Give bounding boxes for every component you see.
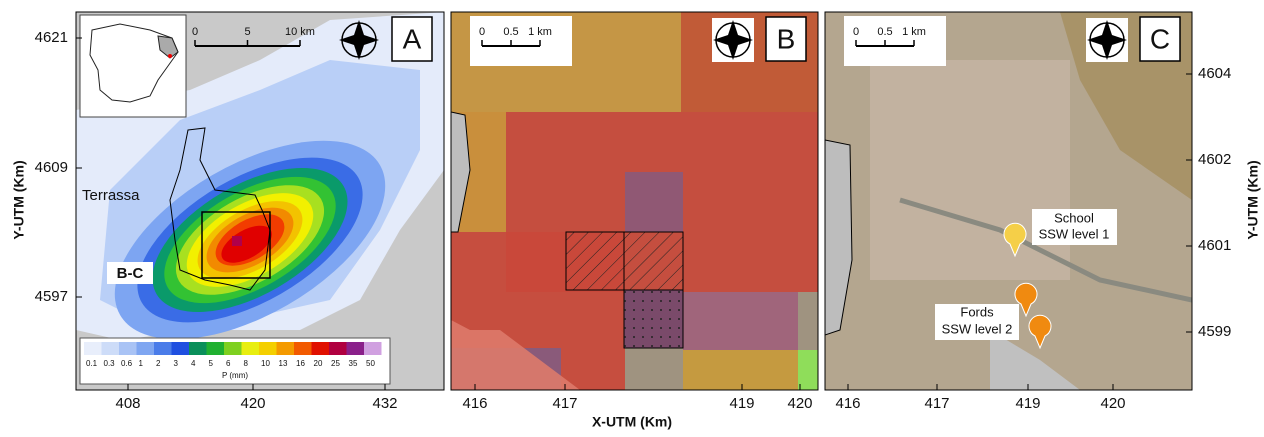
y-axis-label: Y-UTM (Km) [1245, 160, 1261, 239]
colorbar-label: 0.3 [104, 359, 116, 368]
scale-label: 5 [244, 26, 250, 38]
x-tick-label: 419 [729, 395, 754, 412]
x-tick-label: 408 [115, 395, 140, 412]
x-tick-label: 420 [240, 395, 265, 412]
colorbar-swatch [259, 342, 277, 355]
colorbar-label: 50 [366, 359, 375, 368]
panel-letter: B [777, 23, 796, 54]
scale-label: 0 [192, 26, 198, 38]
colorbar-label: 8 [244, 359, 249, 368]
y-tick-label: 4602 [1198, 151, 1231, 168]
y-tick-label: 4609 [35, 159, 68, 176]
colorbar-swatch [224, 342, 242, 355]
colorbar-swatch [137, 342, 155, 355]
colorbar-swatch [277, 342, 295, 355]
colorbar-label: 0.1 [86, 359, 98, 368]
scale-label: 0 [479, 26, 485, 38]
colorbar-label: 1 [139, 359, 144, 368]
colorbar-label: 5 [209, 359, 214, 368]
colorbar-swatch [312, 342, 330, 355]
poi-label: SSW level 2 [942, 321, 1013, 336]
colorbar-label: 2 [156, 359, 161, 368]
colorbar-swatch [364, 342, 382, 355]
colorbar-label: 6 [226, 359, 231, 368]
page: {"axis_labels": {"x": "X-UTM (Km)", "y_l… [0, 0, 1264, 432]
scale-label: 10 km [285, 26, 315, 38]
panel-b-map [451, 12, 818, 392]
colorbar-swatch [172, 342, 190, 355]
place-label: Terrassa [82, 187, 140, 204]
poi-label: SSW level 1 [1039, 226, 1110, 241]
colorbar-label: 16 [296, 359, 305, 368]
x-tick-label: 420 [1100, 395, 1125, 412]
colorbar-swatch [207, 342, 225, 355]
y-tick-label: 4621 [35, 29, 68, 46]
colorbar-swatch [189, 342, 207, 355]
colorbar-label: 35 [349, 359, 358, 368]
x-tick-label: 416 [835, 395, 860, 412]
colorbar-swatch [119, 342, 137, 355]
y-tick-label: 4597 [35, 288, 68, 305]
colorbar-label: 25 [331, 359, 340, 368]
colorbar-label: 3 [174, 359, 179, 368]
panel-letter: A [403, 23, 422, 54]
colorbar-label: 10 [261, 359, 270, 368]
colorbar-label: 13 [279, 359, 288, 368]
scale-label: 1 km [528, 26, 552, 38]
colorbar-swatch [329, 342, 347, 355]
x-tick-label: 417 [924, 395, 949, 412]
place-label: B-C [117, 265, 144, 282]
panel-letter: C [1150, 23, 1170, 54]
y-tick-label: 4601 [1198, 237, 1231, 254]
scale-label: 0.5 [877, 26, 892, 38]
x-tick-label: 417 [552, 395, 577, 412]
y-axis-label: Y-UTM (Km) [11, 160, 27, 239]
colorbar-swatch [294, 342, 312, 355]
poi-label: Fords [960, 304, 994, 319]
colorbar-swatch [84, 342, 102, 355]
scale-label: 1 km [902, 26, 926, 38]
scale-label: 0 [853, 26, 859, 38]
figure: 0.10.30.6123456810131620253550 P (mm) Te… [0, 0, 1264, 432]
x-tick-label: 420 [787, 395, 812, 412]
x-axis-label: X-UTM (Km) [592, 414, 672, 430]
x-tick-label: 416 [462, 395, 487, 412]
colorbar-label: 0.6 [121, 359, 133, 368]
colorbar-swatch [347, 342, 365, 355]
colorbar-swatch [242, 342, 260, 355]
y-tick-label: 4599 [1198, 323, 1231, 340]
x-tick-label: 432 [372, 395, 397, 412]
x-tick-label: 419 [1015, 395, 1040, 412]
scale-label: 0.5 [503, 26, 518, 38]
colorbar-swatch [102, 342, 120, 355]
poi-label: School [1054, 210, 1094, 225]
y-tick-label: 4604 [1198, 65, 1231, 82]
colorbar-title: P (mm) [222, 371, 248, 380]
colorbar-label: 20 [314, 359, 323, 368]
colorbar-label: 4 [191, 359, 196, 368]
colorbar-swatch [154, 342, 172, 355]
